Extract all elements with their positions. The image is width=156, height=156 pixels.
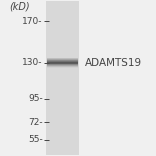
Bar	[46, 1, 79, 155]
Bar	[47, 60, 78, 61]
Text: 55-: 55-	[28, 135, 43, 144]
Bar	[47, 59, 78, 60]
Text: 130-: 130-	[22, 58, 43, 67]
Text: (kD): (kD)	[10, 2, 30, 12]
Bar	[47, 66, 78, 67]
Bar	[47, 62, 78, 63]
Bar	[47, 58, 78, 59]
Bar	[47, 61, 78, 62]
Bar	[47, 64, 78, 65]
Bar	[47, 61, 78, 62]
Bar	[47, 63, 78, 64]
Bar	[47, 66, 78, 67]
Text: 170-: 170-	[22, 17, 43, 26]
Bar	[47, 59, 78, 60]
Bar	[47, 58, 78, 59]
Bar	[47, 63, 78, 64]
Bar	[47, 64, 78, 65]
Text: ADAMTS19: ADAMTS19	[85, 58, 142, 68]
Bar	[47, 60, 78, 61]
Bar	[47, 65, 78, 66]
Bar	[47, 65, 78, 66]
Text: 72-: 72-	[28, 118, 43, 127]
Bar	[47, 67, 78, 68]
Bar	[47, 62, 78, 63]
Text: 95-: 95-	[28, 94, 43, 103]
